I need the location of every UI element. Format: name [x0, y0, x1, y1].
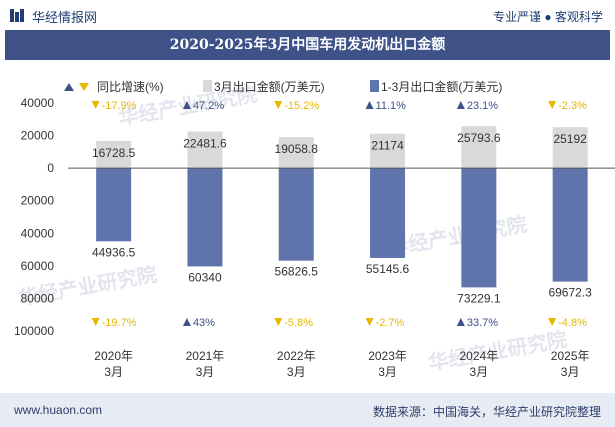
x-tick-label: 2020年 [94, 349, 133, 363]
x-tick-label: 3月 [104, 365, 123, 379]
top-bar: 华经情报网 专业严谨 ● 客观科学 [0, 0, 615, 30]
bar-month [187, 131, 223, 169]
cum-down-arrow-icon [548, 318, 557, 326]
bar-cumulative [370, 168, 406, 258]
month-value-label: 19058.8 [275, 142, 319, 156]
y-tick-label: 20000 [21, 129, 55, 143]
bar-month [278, 137, 314, 169]
x-tick-label: 3月 [196, 365, 215, 379]
month-down-arrow-icon [274, 101, 283, 109]
labels-layer: -17.9% -19.7% 16728.5 44936.5 47.2% 43% 22481.… [91, 100, 592, 329]
bar-cumulative [96, 168, 132, 242]
month-down-arrow-icon [548, 101, 557, 109]
month-growth-label: 11.1% [376, 100, 407, 112]
x-tick-label: 2023年 [368, 349, 407, 363]
cum-value-label: 44936.5 [92, 245, 136, 259]
month-growth-label: -2.3% [558, 100, 587, 112]
x-tick-label: 2025年 [551, 349, 590, 363]
bar-cumulative [187, 168, 223, 267]
bar-cumulative [278, 168, 314, 261]
cum-down-arrow-icon [365, 318, 374, 326]
bar-month [96, 140, 132, 169]
bar-cumulative [461, 168, 497, 288]
cum-value-label: 55145.6 [366, 262, 410, 276]
cum-value-label: 73229.1 [457, 291, 501, 305]
legend-up-arrow-icon [64, 83, 74, 91]
legend-cum-swatch [370, 80, 379, 92]
cum-growth-label: -2.7% [376, 317, 405, 329]
y-tick-label: 40000 [21, 226, 55, 240]
chart-title: 2020-2025年3月中国车用发动机出口金额 [5, 30, 610, 60]
legend-growth-label: 同比增速(%) [97, 80, 164, 94]
legend-month-swatch [203, 80, 212, 92]
cum-up-arrow-icon [456, 318, 465, 326]
month-growth-label: 23.1% [467, 100, 498, 112]
brand-name[interactable]: 华经情报网 [32, 10, 98, 25]
cum-growth-label: -4.8% [558, 317, 587, 329]
x-tick-label: 3月 [287, 365, 306, 379]
month-value-label: 21174 [371, 139, 404, 153]
x-axis: 2020年 3月 2021年 3月 2022年 3月 2023年 3月 2024年 3月 2025年… [94, 349, 589, 379]
cum-growth-label: 43% [193, 317, 215, 329]
cum-growth-label: -5.8% [284, 317, 313, 329]
legend-month-label: 3月出口金额(万美元) [214, 79, 325, 94]
cum-value-label: 69672.3 [548, 286, 592, 300]
x-tick-label: 2021年 [186, 349, 225, 363]
cum-down-arrow-icon [274, 318, 283, 326]
month-growth-label: -17.9% [102, 100, 137, 112]
x-tick-label: 2022年 [277, 349, 316, 363]
legend-down-arrow-icon [79, 83, 89, 91]
bar-month [370, 133, 406, 169]
cum-growth-label: -19.7% [102, 317, 137, 329]
month-up-arrow-icon [365, 101, 374, 109]
bars-layer [68, 126, 615, 288]
month-up-arrow-icon [182, 101, 191, 109]
x-tick-label: 3月 [561, 365, 580, 379]
y-tick-label: 40000 [21, 96, 55, 110]
legend-cum-label: 1-3月出口金额(万美元) [381, 79, 502, 94]
y-tick-label: 20000 [21, 194, 55, 208]
bar-month [552, 127, 588, 169]
month-value-label: 16728.5 [92, 146, 136, 160]
cum-value-label: 60340 [188, 270, 222, 284]
site-link[interactable]: www.huaon.com [14, 403, 103, 417]
bar-month [461, 126, 497, 169]
bar-cumulative [552, 168, 588, 282]
month-value-label: 25192 [553, 132, 587, 146]
y-axis: 40000 20000 0 20000 40000 60000 80000 100000 [14, 96, 54, 338]
month-growth-label: -15.2% [284, 100, 319, 112]
y-tick-label: 80000 [21, 291, 55, 305]
month-growth-label: 47.2% [193, 100, 224, 112]
cum-growth-label: 33.7% [467, 317, 498, 329]
month-down-arrow-icon [91, 101, 100, 109]
legend: 同比增速(%) 3月出口金额(万美元) 1-3月出口金额(万美元) [64, 79, 502, 94]
x-tick-label: 3月 [470, 365, 489, 379]
slogan: 专业严谨 ● 客观科学 [493, 10, 603, 24]
brand-logo-icon [10, 9, 24, 22]
cum-down-arrow-icon [91, 318, 100, 326]
month-up-arrow-icon [456, 101, 465, 109]
x-tick-label: 2024年 [459, 349, 498, 363]
x-tick-label: 3月 [378, 365, 397, 379]
data-source: 数据来源：中国海关，华经产业研究院整理 [372, 405, 601, 419]
y-tick-label: 100000 [14, 324, 54, 338]
watermark-text: 华经产业研究院 [387, 212, 529, 260]
footer: www.huaon.com 数据来源：中国海关，华经产业研究院整理 [0, 393, 615, 427]
cum-value-label: 56826.5 [275, 265, 319, 279]
y-tick-label: 0 [47, 161, 54, 175]
cum-up-arrow-icon [182, 318, 191, 326]
y-tick-label: 60000 [21, 259, 55, 273]
month-value-label: 22481.6 [183, 137, 227, 151]
month-value-label: 25793.6 [457, 131, 501, 145]
